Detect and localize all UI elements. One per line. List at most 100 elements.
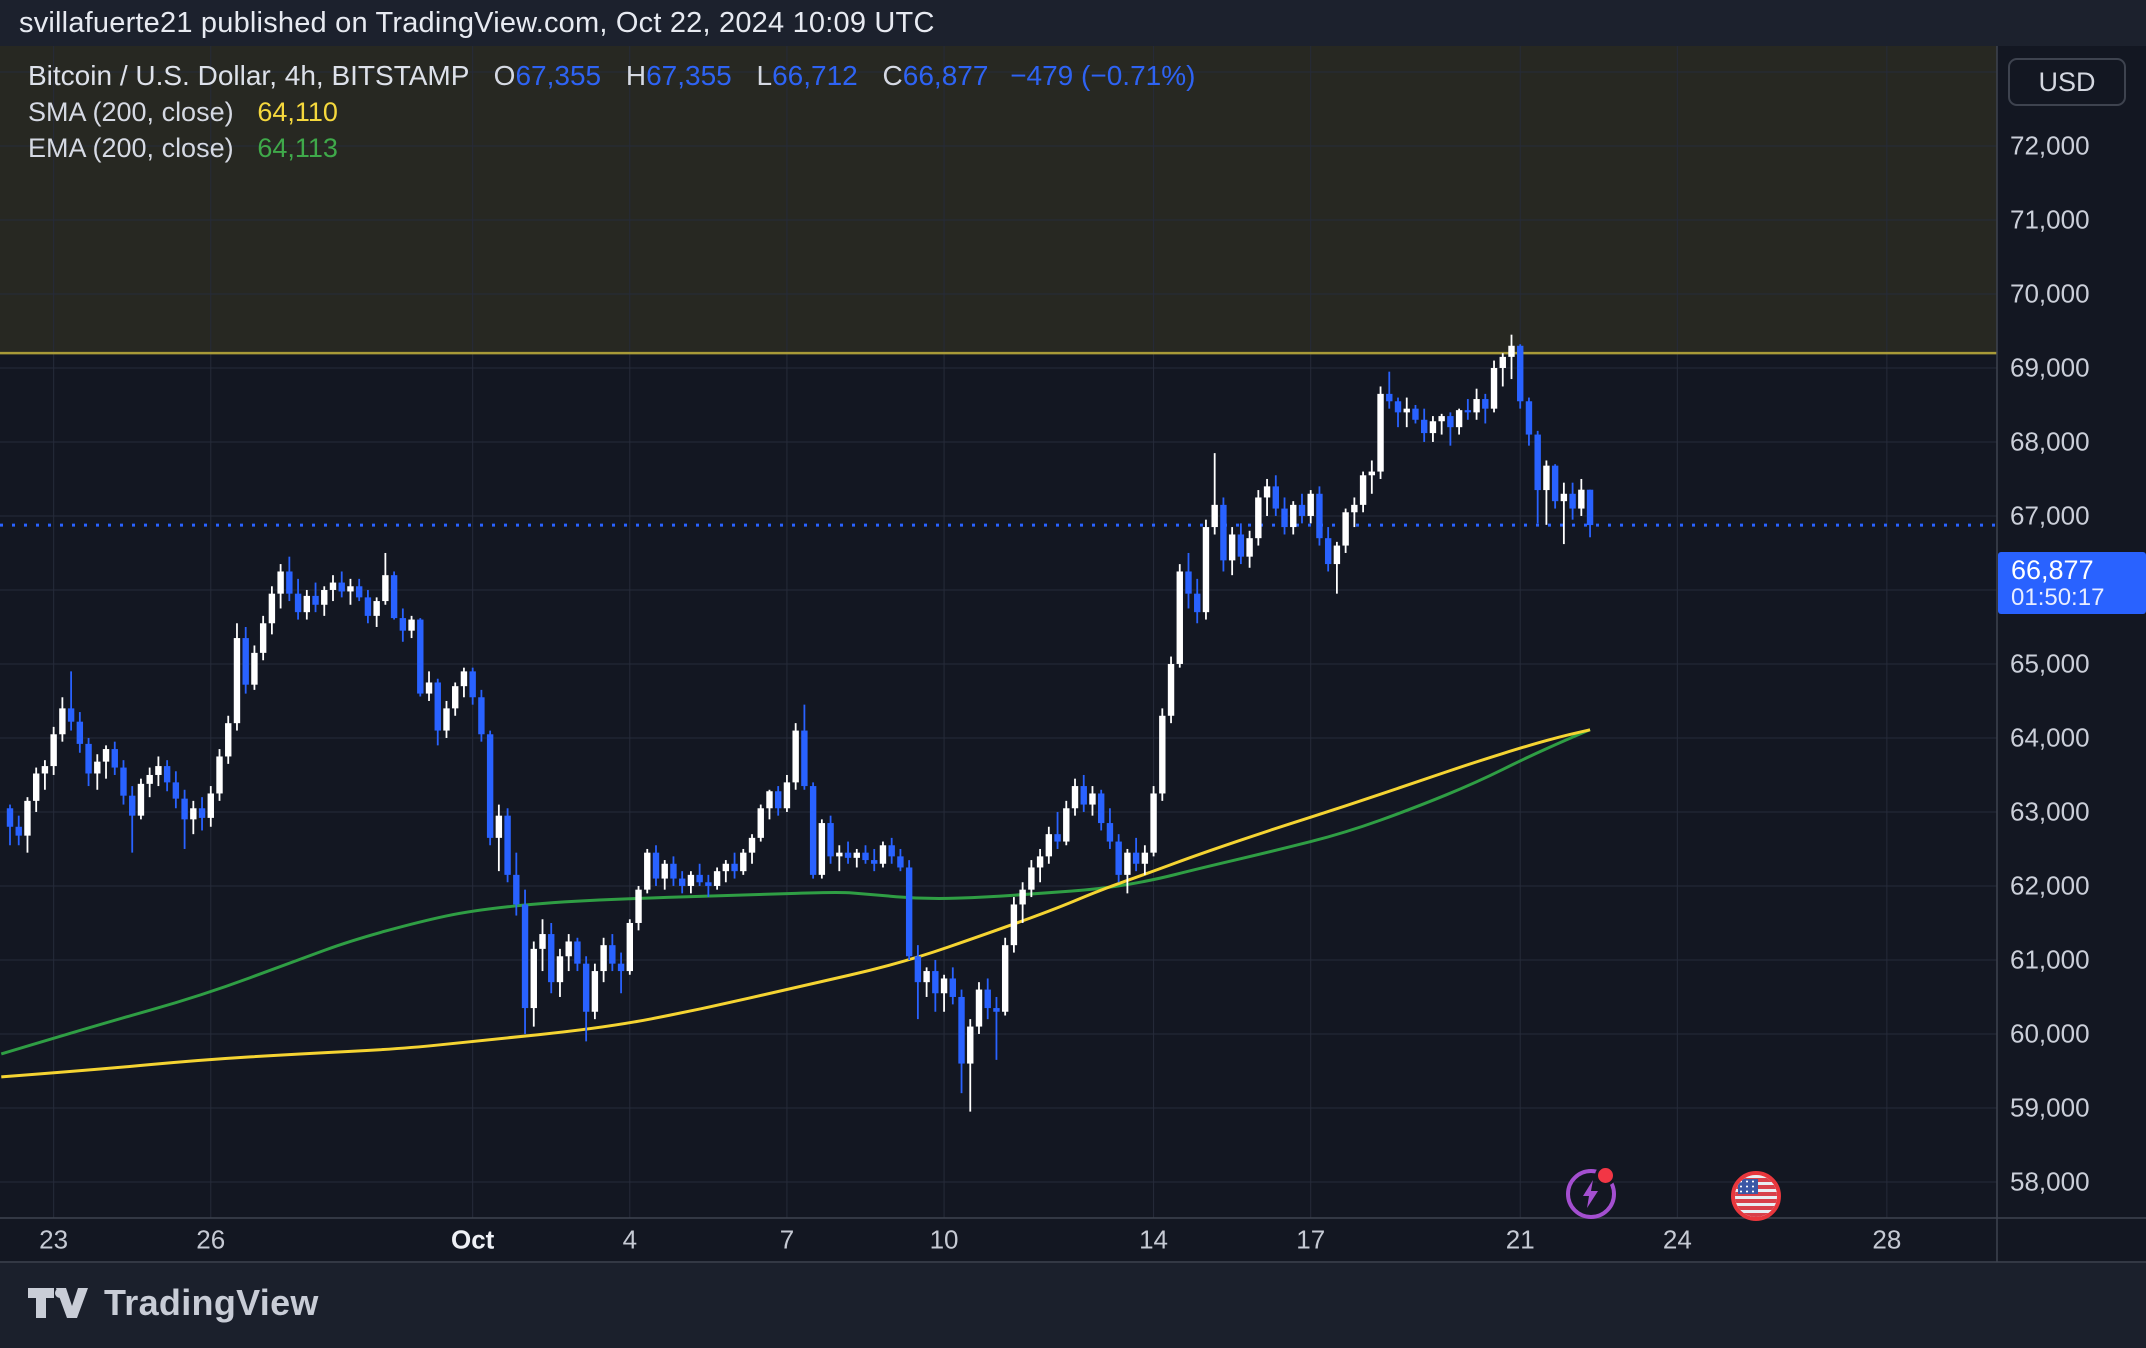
candle-body (871, 860, 878, 864)
sma-label[interactable]: SMA (200, close) (28, 97, 234, 127)
candle-body (1525, 401, 1533, 435)
candle-body (460, 671, 468, 687)
candle-body (1517, 345, 1524, 402)
candle-body (286, 571, 293, 594)
candle-body (32, 773, 40, 801)
candle-body (827, 823, 834, 857)
candle-body (530, 948, 537, 1009)
time-axis[interactable]: 23 26 Oct 4 7 10 14 17 21 24 28 (0, 1218, 2146, 1262)
price-tick-label: 59,000 (2010, 1092, 2090, 1123)
candle-body (1185, 571, 1192, 594)
candle-body (836, 852, 843, 857)
high-label: H (625, 60, 647, 91)
tradingview-logo[interactable]: TradingView (28, 1282, 319, 1324)
candle-body (949, 978, 956, 997)
candle-body (251, 652, 258, 685)
chart-legend: Bitcoin / U.S. Dollar, 4h, BITSTAMP O67,… (28, 58, 1195, 166)
time-tick-label: 24 (1662, 1224, 1692, 1255)
candle-body (652, 852, 660, 879)
candle-body (775, 791, 782, 809)
candle-body (548, 934, 555, 983)
candle-body (1447, 416, 1454, 428)
candle-body (539, 934, 546, 949)
candle-body (1438, 416, 1445, 422)
candle-body (1490, 367, 1498, 409)
us-economic-event-flag-icon[interactable] (1731, 1171, 1781, 1221)
candle-body (94, 761, 101, 774)
candle-body (1220, 504, 1227, 561)
candle-body (504, 815, 511, 875)
candle-body (1569, 493, 1576, 509)
candle-body (626, 922, 634, 972)
us-flag-icon (1731, 1171, 1781, 1221)
price-axis[interactable]: USD 72,000 71,000 70,000 69,000 68,000 67,000… (1997, 46, 2146, 1262)
candle-body (740, 852, 747, 872)
crypto-event-lightning-icon[interactable] (1566, 1165, 1616, 1219)
time-tick-label: 10 (929, 1224, 959, 1255)
candlestick-series (6, 334, 1594, 1112)
candle-body (1080, 786, 1087, 805)
candle-body (565, 941, 572, 957)
candle-body (417, 619, 424, 694)
time-tick-label: 26 (196, 1224, 226, 1255)
candle-body (1543, 465, 1550, 491)
candle-body (748, 837, 756, 853)
candle-body (1586, 489, 1594, 526)
time-tick-label: 28 (1872, 1224, 1902, 1255)
candle-body (155, 766, 162, 775)
candle-body (1028, 867, 1035, 890)
candle-body (50, 734, 57, 767)
candle-body (617, 963, 625, 972)
candle-body (731, 863, 738, 872)
candle-body (1316, 493, 1323, 539)
candle-body (879, 845, 887, 864)
candle-body (6, 808, 14, 827)
candle-body (1281, 508, 1288, 528)
candle-body (434, 682, 441, 731)
candle-body (521, 904, 529, 1009)
price-tick-label: 58,000 (2010, 1166, 2090, 1197)
candle-body (425, 682, 433, 694)
candle-body (443, 708, 450, 731)
candle-body (329, 582, 337, 590)
open-label: O (493, 60, 516, 91)
candle-body (1132, 852, 1140, 864)
bar-countdown: 01:50:17 (2011, 584, 2105, 612)
symbol-title[interactable]: Bitcoin / U.S. Dollar, 4h, BITSTAMP (28, 60, 469, 91)
flag-canton (1738, 1179, 1758, 1194)
candle-body (897, 856, 904, 868)
price-tick-label: 68,000 (2010, 426, 2090, 457)
candle-body (783, 782, 791, 809)
candle-body (600, 945, 607, 972)
sma-value: 64,110 (257, 97, 338, 127)
candle-body (102, 749, 110, 762)
price-tick-label: 61,000 (2010, 944, 2090, 975)
footer-strip (0, 1263, 2146, 1348)
candle-body (958, 996, 965, 1064)
candle-body (1551, 465, 1559, 502)
candle-body (1019, 889, 1026, 905)
ema-label[interactable]: EMA (200, close) (28, 133, 234, 163)
candle-body (233, 638, 241, 724)
sma-line (1, 728, 1591, 1079)
candle-body (635, 889, 642, 923)
price-tick-label: 60,000 (2010, 1018, 2090, 1049)
candle-body (1403, 408, 1410, 413)
currency-toggle-button[interactable]: USD (2008, 58, 2126, 106)
candle-body (705, 882, 712, 886)
candle-body (303, 595, 311, 613)
candle-body (1246, 538, 1253, 557)
candle-body (207, 793, 214, 818)
candle-body (1106, 823, 1114, 842)
candle-body (76, 721, 84, 744)
candle-body (373, 601, 380, 616)
candle-body (268, 593, 276, 624)
candle-body (486, 734, 494, 838)
candle-body (259, 623, 267, 653)
low-label: L (756, 60, 773, 91)
candle-body (687, 874, 695, 886)
time-tick-label: 4 (622, 1224, 638, 1255)
ema-row: EMA (200, close) 64,113 (28, 130, 1195, 166)
candle-body (678, 878, 686, 886)
